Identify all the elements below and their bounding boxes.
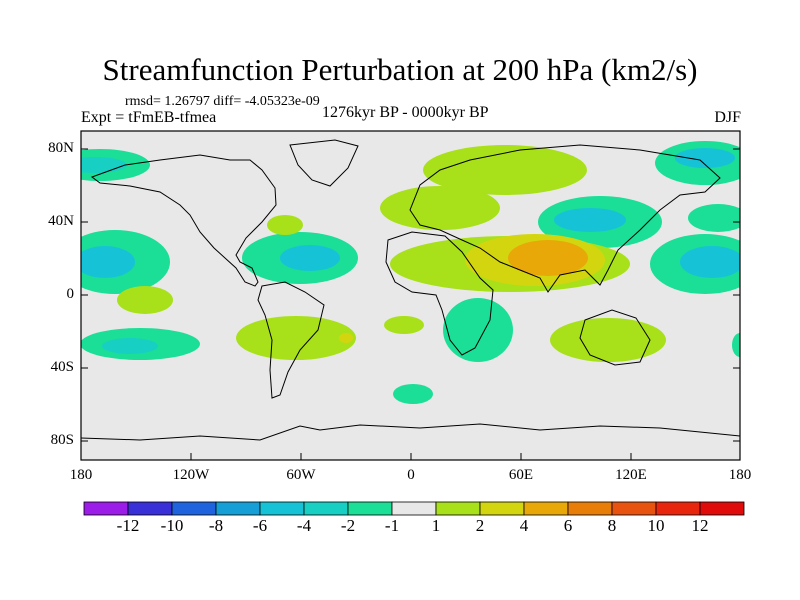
anomaly-pos-arctic-europe <box>423 145 587 195</box>
coast-africa <box>385 231 494 356</box>
anomaly-neg-subtropical-west-core <box>81 246 135 278</box>
anomaly-neg-ne-pacific-right <box>688 204 740 232</box>
plot-title: Streamfunction Perturbation at 200 hPa (… <box>102 52 698 87</box>
coastlines <box>81 139 740 441</box>
anomaly-neg-arctic-pacific-east-core <box>675 148 735 168</box>
coast-greenland <box>289 139 359 187</box>
period-label: 1276kyr BP - 0000kyr BP <box>322 104 489 121</box>
lon-label-180w: 180 <box>69 467 93 483</box>
lat-label-80s: 80S <box>50 432 74 448</box>
colorbar-box-5 <box>303 501 349 516</box>
lon-label-0: 0 <box>407 467 415 483</box>
colorbar-box-9 <box>479 501 525 516</box>
anomaly-neg-indian-ocean <box>443 298 513 362</box>
colorbar-label-3: -6 <box>252 516 268 535</box>
coast-eurasia <box>409 144 721 293</box>
stats-line: rmsd= 1.26797 diff= -4.05323e-09 <box>125 94 320 109</box>
colorbar-box-12 <box>611 501 657 516</box>
experiment-label: Expt = tFmEB-tfmea <box>81 109 217 126</box>
anomaly-neg-south-pacific-core <box>102 338 158 354</box>
axis-ticks <box>81 148 740 460</box>
colorbar-box-2 <box>171 501 217 516</box>
colorbar-label-2: -8 <box>208 516 224 535</box>
lon-label-180e: 180 <box>728 467 752 483</box>
lon-label-120w: 120W <box>172 467 210 483</box>
anomaly-pos-north-atlantic <box>380 186 500 230</box>
colorbar-box-0 <box>83 501 129 516</box>
anomaly-neg-southern-ocean <box>393 384 433 404</box>
anomaly-neg-far-ne-pacific-core <box>81 157 127 173</box>
colorbar-label-0: -12 <box>116 516 140 535</box>
colorbar-label-9: 4 <box>519 516 529 535</box>
anomaly-pos-south-america <box>236 316 356 360</box>
colorbar-box-7 <box>391 501 437 516</box>
anomaly-pos-asia-core <box>508 240 588 276</box>
colorbar-box-4 <box>259 501 305 516</box>
coast-australia <box>579 309 651 366</box>
anomaly-pos-tropical-pacific <box>117 286 173 314</box>
colorbar-box-6 <box>347 501 393 516</box>
colorbar-label-6: -1 <box>384 516 400 535</box>
colorbar-box-10 <box>523 501 569 516</box>
anomaly-pos-australia <box>550 318 666 362</box>
anomaly-pos-south-atlantic-mid <box>384 316 424 334</box>
colorbar-label-1: -10 <box>160 516 184 535</box>
colorbar-box-11 <box>567 501 613 516</box>
coast-south-america <box>257 281 325 399</box>
coast-antarctica <box>81 423 740 441</box>
lat-label-40n: 40N <box>48 213 74 229</box>
colorbar-label-4: -4 <box>296 516 312 535</box>
colorbar-box-1 <box>127 501 173 516</box>
colorbar-box-8 <box>435 501 481 516</box>
colorbar-label-13: 12 <box>691 516 709 535</box>
negative-anomalies <box>81 141 740 404</box>
colorbar-label-8: 2 <box>475 516 485 535</box>
lat-label-80n: 80N <box>48 140 74 156</box>
positive-anomalies <box>117 145 666 362</box>
anomaly-pos-newfoundland <box>267 215 303 235</box>
map-field <box>81 131 740 460</box>
anomaly-neg-east-edge <box>732 333 740 357</box>
colorbar <box>83 501 745 516</box>
coast-north-america <box>90 154 277 287</box>
colorbar-label-11: 8 <box>607 516 617 535</box>
lat-label-40s: 40S <box>50 359 74 375</box>
lon-label-60e: 60E <box>508 467 534 483</box>
lon-label-120e: 120E <box>615 467 647 483</box>
colorbar-box-13 <box>655 501 701 516</box>
anomaly-neg-subtropical-east-core <box>680 246 740 278</box>
map-background <box>81 131 740 460</box>
colorbar-box-14 <box>699 501 745 516</box>
lon-label-60w: 60W <box>286 467 316 483</box>
anomaly-neg-north-pacific-core <box>554 208 626 232</box>
lat-label-0: 0 <box>66 286 75 302</box>
colorbar-label-5: -2 <box>340 516 356 535</box>
anomaly-pos-south-atlantic-small <box>339 333 353 343</box>
anomaly-neg-atlantic-core <box>280 245 340 271</box>
colorbar-box-3 <box>215 501 261 516</box>
colorbar-label-7: 1 <box>431 516 441 535</box>
colorbar-label-12: 10 <box>647 516 665 535</box>
colorbar-label-10: 6 <box>563 516 573 535</box>
season-label: DJF <box>714 109 741 126</box>
